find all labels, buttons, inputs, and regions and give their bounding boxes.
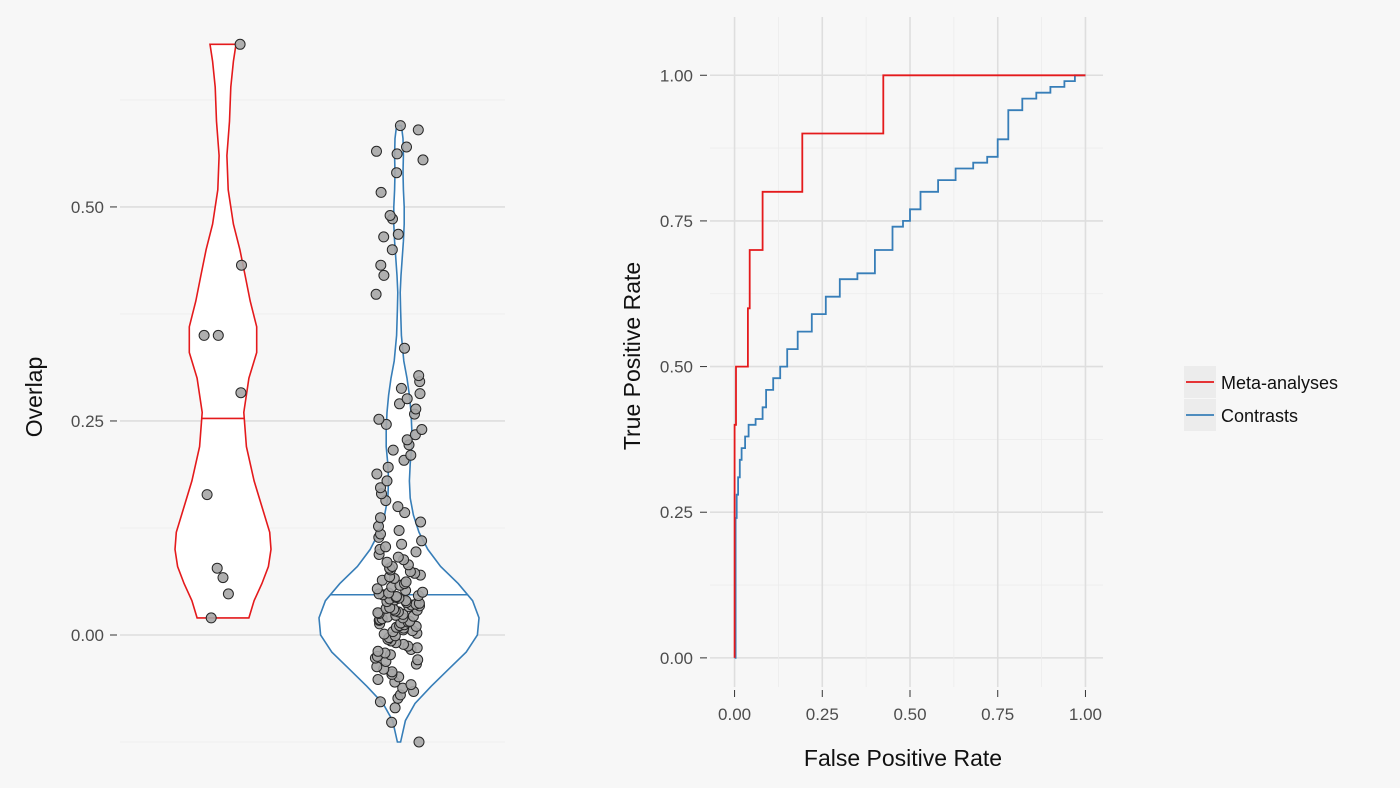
violin-meta [174,43,272,619]
violin-point [212,329,224,341]
roc-y-axis-title: True Positive Rate [619,262,645,450]
violin-point [392,501,404,513]
roc-x-tick-label: 1.00 [1069,705,1102,724]
violin-point [371,145,382,157]
roc-y-tick-label: 0.00 [660,649,693,668]
roc-y-ticks: 0.00 0.25 0.50 0.75 1.00 [660,66,707,668]
violin-point [222,588,234,600]
roc-x-tick-label: 0.00 [718,705,751,724]
violin-point [389,702,401,714]
violin-point [375,482,386,494]
violin-point [386,244,398,256]
violin-point [392,228,404,240]
roc-line-meta [733,74,1086,658]
violin-point [235,387,247,399]
violin-point [417,154,429,166]
violin-point [417,586,429,598]
violin-point [387,444,399,456]
violin-point [370,288,382,300]
roc-x-ticks: 0.00 0.25 0.50 0.75 1.00 [718,690,1102,724]
violin-point [373,413,385,425]
violin-point [396,538,408,550]
roc-x-tick-label: 0.50 [893,705,926,724]
violin-point [236,259,247,271]
violin-point [412,124,424,136]
violin-y-tick-label: 0.00 [71,626,104,645]
violin-point [411,642,423,654]
legend: Meta-analyses Contrasts [1184,366,1338,431]
violin-point [201,489,213,501]
violin-point [378,269,390,281]
violin-point [211,562,223,574]
violin-point [405,679,417,691]
violin-point [375,259,387,271]
violin-point [234,38,246,50]
violin-y-tick-label: 0.25 [71,412,104,431]
violin-point [410,403,422,415]
legend-label-contrasts: Contrasts [1221,406,1298,426]
roc-x-axis-title: False Positive Rate [804,745,1002,771]
violin-panel: 0.00 0.25 0.50 Overlap [21,38,505,748]
violin-point [205,612,217,624]
violin-point [401,434,413,446]
violin-point [391,148,403,160]
violin-point [416,424,428,435]
violin-y-axis-title: Overlap [21,357,47,438]
violin-point [380,541,392,553]
violin-point [375,186,387,198]
violin-point [414,388,426,400]
violin-point [391,167,403,179]
violin-point [410,546,422,558]
violin-point [371,583,383,595]
violin-point [381,556,393,568]
violin-y-ticks: 0.00 0.25 0.50 [71,198,117,645]
violin-point [399,507,411,519]
roc-panel: 0.00 0.25 0.50 0.75 1.00 0.00 0.25 0.50 0.75 1.0… [619,17,1103,771]
violin-shapes [174,43,480,743]
roc-x-tick-label: 0.75 [981,705,1014,724]
violin-point [405,449,417,461]
violin-point [372,645,384,657]
roc-line-contrasts [734,74,1086,659]
violin-y-tick-label: 0.50 [71,198,104,217]
roc-y-tick-label: 0.25 [660,503,693,522]
violin-point [378,231,390,243]
violin-point [382,461,394,473]
roc-y-tick-label: 0.75 [660,212,693,231]
violin-point [381,475,393,487]
violin-point [413,370,425,382]
legend-label-meta: Meta-analyses [1221,373,1338,393]
roc-lines [733,74,1086,659]
violin-point [412,654,424,666]
roc-y-tick-label: 0.50 [660,358,693,377]
violin-point [394,398,405,410]
violin-point [384,210,396,221]
violin-point [401,141,412,153]
violin-point [374,696,386,708]
violin-point [372,674,384,685]
violin-point [386,716,398,728]
violin-point [380,418,392,430]
violin-point [395,382,407,394]
violin-point [400,576,412,588]
violin-point [401,393,413,405]
violin-point [415,516,427,528]
violin-point [198,329,210,341]
violin-point [217,572,229,584]
violin-point [416,535,428,547]
violin-point [394,120,406,132]
violin-points [198,38,429,748]
roc-y-tick-label: 1.00 [660,66,693,85]
violin-point [375,512,386,524]
violin-point [413,736,425,748]
violin-point [399,342,410,354]
violin-point [393,525,405,536]
violin-point [371,468,383,480]
violin-point [392,551,404,563]
roc-x-tick-label: 0.25 [806,705,839,724]
